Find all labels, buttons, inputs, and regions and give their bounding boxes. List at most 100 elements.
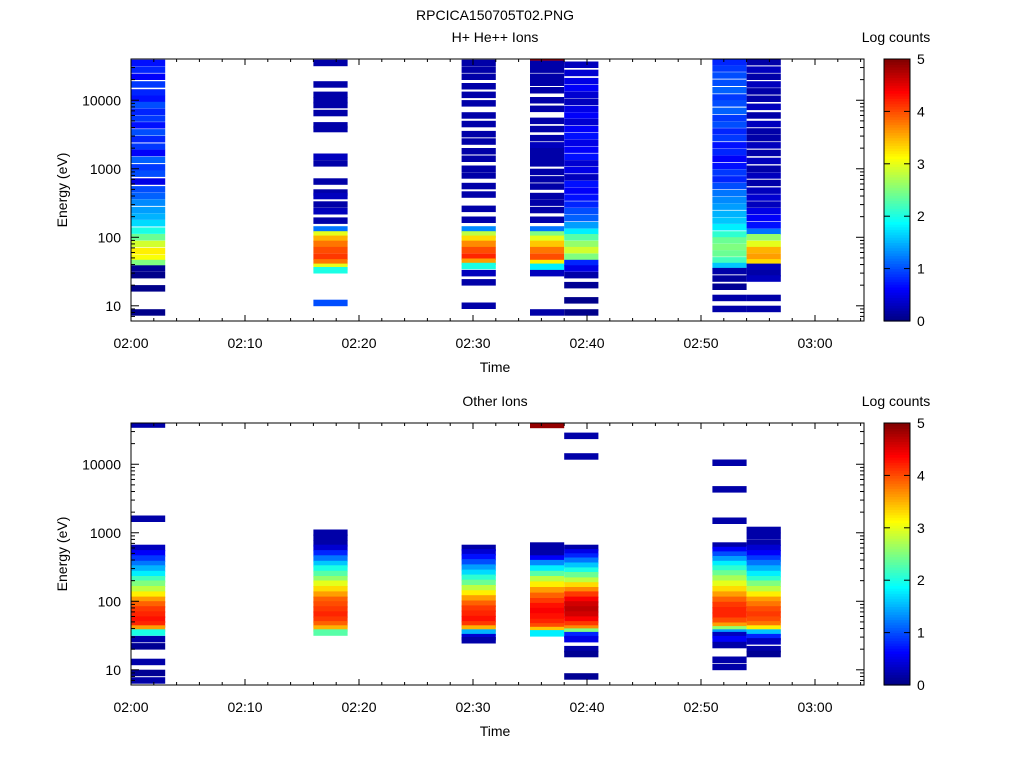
spectrogram-cell xyxy=(313,560,348,568)
colorbar-swatch xyxy=(884,616,910,621)
spectrogram-cell xyxy=(461,73,496,80)
colorbar-tick-label: 5 xyxy=(917,51,925,67)
colorbar-swatch xyxy=(884,114,910,118)
colorbar-swatch xyxy=(884,231,910,236)
colorbar-swatch xyxy=(884,279,910,283)
colorbar-swatch xyxy=(884,554,910,558)
colorbar-swatch xyxy=(884,585,910,589)
spectrogram-cell xyxy=(313,591,348,598)
colorbar-swatch xyxy=(884,433,910,437)
spectrogram-cell xyxy=(564,259,599,267)
spectrogram-cell xyxy=(746,570,781,578)
colorbar-swatch xyxy=(884,559,910,563)
y-tick-label: 100 xyxy=(98,229,122,245)
spectrogram-cell xyxy=(461,569,496,577)
spectrogram-cell xyxy=(712,243,747,251)
spectrogram-cell xyxy=(564,309,599,316)
plot-frame xyxy=(130,422,865,686)
colorbar-swatch xyxy=(884,609,910,613)
colorbar-swatch xyxy=(884,601,910,605)
spectrogram-cell xyxy=(746,128,781,135)
colorbar-swatch xyxy=(884,611,910,615)
spectrogram-cell xyxy=(131,580,166,587)
spectrogram-cell xyxy=(461,191,496,198)
spectrogram-cell xyxy=(530,206,565,214)
colorbar-swatch xyxy=(884,166,910,170)
panel-other-ions: Other Ions Log counts 02:00 02:10 02:20 02:… xyxy=(54,393,930,739)
colorbar-swatch xyxy=(884,79,910,84)
spectrogram-cell xyxy=(712,575,747,582)
spectrogram-cell xyxy=(131,576,166,583)
colorbar-swatch xyxy=(884,64,910,68)
colorbar-tick-label: 1 xyxy=(917,261,925,277)
spectrogram-cell xyxy=(712,486,747,493)
spectrogram-cell xyxy=(313,201,348,208)
colorbar-swatch xyxy=(884,538,910,542)
spectrogram-cell xyxy=(461,559,496,566)
colorbar-swatch xyxy=(884,224,910,228)
spectrogram-cell xyxy=(712,142,747,149)
spectrogram-cell xyxy=(461,120,496,128)
spectrogram-cell xyxy=(746,580,781,587)
spectrogram-cell xyxy=(131,227,166,234)
colorbar-swatch xyxy=(884,443,910,448)
spectrogram-cell xyxy=(530,623,565,630)
spectrogram-cell xyxy=(131,515,166,522)
x-tick-label: 02:30 xyxy=(455,699,490,715)
colorbar-swatch xyxy=(884,82,910,86)
spectrogram-cell xyxy=(313,263,348,271)
spectrogram-cell xyxy=(530,576,565,583)
colorbar-swatch xyxy=(884,661,910,665)
spectrogram-cell xyxy=(712,580,747,587)
spectrogram-cell xyxy=(712,601,747,609)
spectrogram-cell xyxy=(746,526,781,534)
spectrogram-cell xyxy=(313,160,348,167)
spectrogram-cell xyxy=(712,517,747,524)
spectrogram-cell xyxy=(712,176,747,183)
spectrogram-cell xyxy=(461,595,496,602)
spectrogram-cell xyxy=(712,551,747,558)
spectrogram-cell xyxy=(746,576,781,583)
spectrogram-cell xyxy=(131,601,166,608)
spectrogram-cell xyxy=(313,611,348,618)
spectrogram-cell xyxy=(131,192,166,200)
spectrogram-cell xyxy=(746,645,781,653)
spectrogram-cell xyxy=(564,544,599,552)
spectrogram-cell xyxy=(746,565,781,572)
spectrogram-cell xyxy=(530,97,565,104)
spectrogram-cell xyxy=(712,134,747,142)
colorbar-swatch xyxy=(884,284,910,288)
spectrogram-cell xyxy=(712,586,747,593)
y-tick-label: 100 xyxy=(98,593,122,609)
colorbar-swatch xyxy=(884,671,910,676)
spectrogram-cell xyxy=(564,69,599,77)
spectrogram-cell xyxy=(313,616,348,623)
spectrogram-cell xyxy=(530,66,565,73)
spectrogram-cell xyxy=(461,637,496,644)
colorbar-swatch xyxy=(884,268,910,272)
colorbar-swatch xyxy=(884,467,910,471)
colorbar-swatch xyxy=(884,174,910,178)
spectrogram-cell xyxy=(712,612,747,619)
spectrogram-cell xyxy=(530,60,565,68)
colorbar-swatch xyxy=(884,265,910,270)
spectrogram-cell xyxy=(313,59,348,67)
colorbar-swatch xyxy=(884,441,910,445)
spectrogram-cell xyxy=(461,564,496,571)
colorbar-swatch xyxy=(884,134,910,139)
spectrogram-cell xyxy=(461,148,496,155)
spectrogram-cell xyxy=(530,73,565,80)
x-tick-label: 02:00 xyxy=(113,699,148,715)
spectrogram-cell xyxy=(746,539,781,546)
spectrogram-cell xyxy=(712,257,747,264)
spectrogram-cell xyxy=(461,610,496,617)
spectrogram-cell xyxy=(461,544,496,552)
colorbar-swatch xyxy=(884,588,910,592)
colorbar-swatch xyxy=(884,472,910,476)
spectrogram-cell xyxy=(746,294,781,302)
y-axis: 10 100 1000 10000 xyxy=(82,422,864,686)
spectrogram-cell xyxy=(564,187,599,194)
spectrogram-cell xyxy=(530,546,565,554)
spectrogram-cell xyxy=(564,125,599,133)
spectrogram-cell xyxy=(746,625,781,632)
